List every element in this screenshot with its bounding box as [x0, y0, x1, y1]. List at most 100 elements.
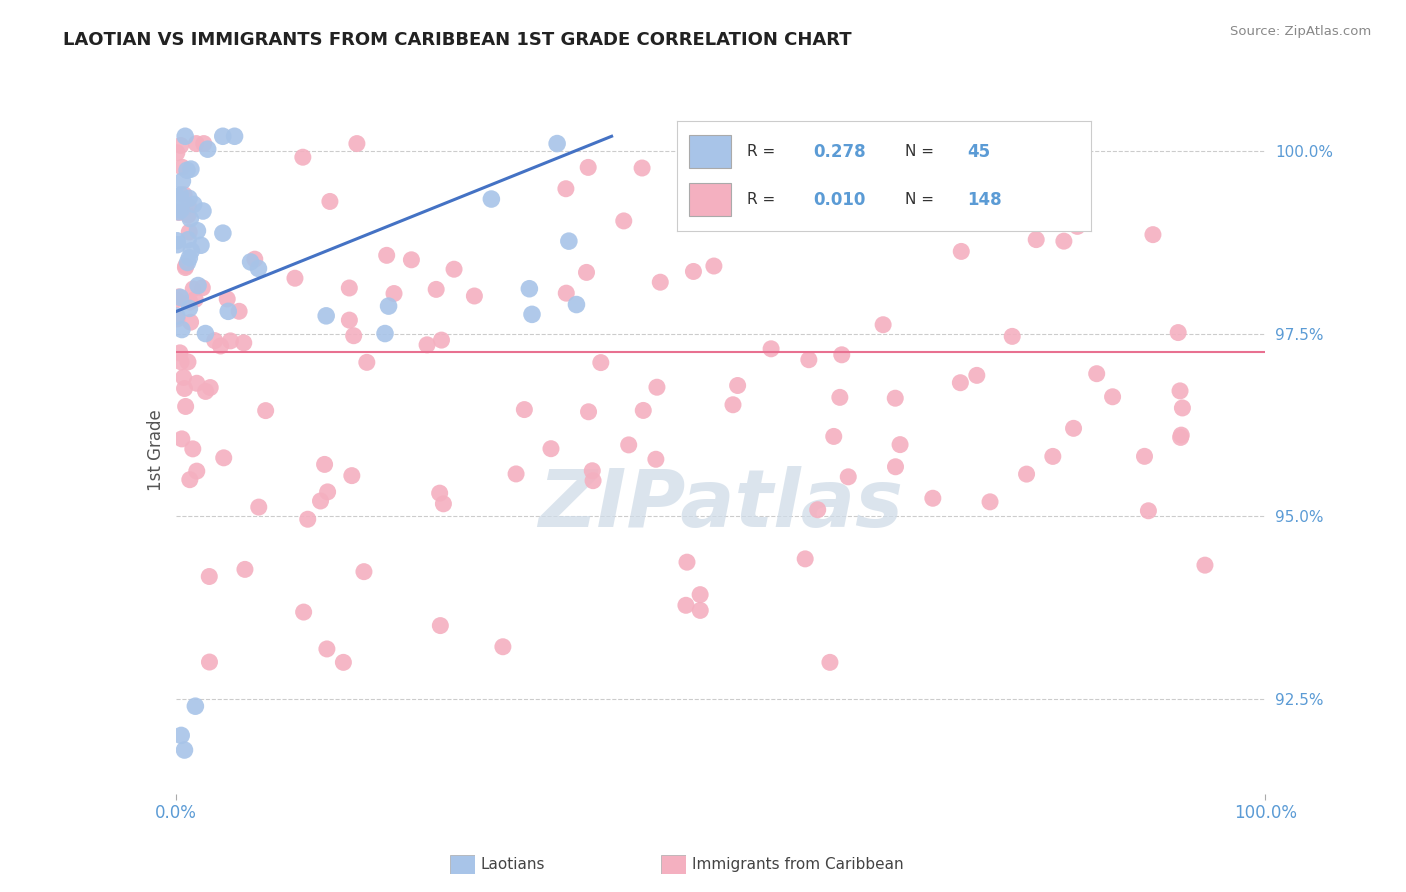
- Point: [179, 211, 201, 226]
- Point: [1194, 558, 1216, 573]
- Point: [169, 346, 191, 360]
- Point: [554, 182, 576, 196]
- Point: [191, 281, 214, 295]
- Point: [212, 450, 235, 465]
- Point: [254, 403, 277, 417]
- Point: [173, 187, 195, 202]
- Point: [319, 194, 342, 209]
- Point: [170, 432, 193, 446]
- Point: [581, 464, 603, 478]
- Point: [316, 484, 339, 499]
- Point: [346, 136, 368, 151]
- Y-axis label: 1st Grade: 1st Grade: [146, 409, 165, 491]
- Point: [356, 355, 378, 369]
- Point: [219, 334, 242, 348]
- Point: [1142, 227, 1164, 242]
- Text: Source: ZipAtlas.com: Source: ZipAtlas.com: [1230, 25, 1371, 38]
- Point: [377, 299, 399, 313]
- Point: [173, 743, 195, 757]
- Point: [169, 290, 191, 304]
- Text: Immigrants from Caribbean: Immigrants from Caribbean: [692, 857, 904, 871]
- Point: [645, 380, 668, 394]
- Point: [232, 335, 254, 350]
- Point: [314, 458, 336, 472]
- Point: [1015, 467, 1038, 482]
- Point: [993, 201, 1015, 215]
- Point: [977, 185, 1000, 199]
- Point: [166, 293, 188, 307]
- Point: [186, 224, 208, 238]
- Point: [631, 161, 654, 175]
- Point: [555, 286, 578, 301]
- Point: [821, 199, 844, 213]
- Point: [197, 142, 219, 156]
- Point: [166, 237, 188, 252]
- Point: [589, 356, 612, 370]
- Point: [217, 292, 239, 306]
- Point: [177, 233, 200, 247]
- Point: [186, 464, 208, 478]
- Point: [884, 391, 907, 405]
- Point: [170, 355, 193, 369]
- Point: [212, 226, 235, 240]
- Point: [1063, 421, 1085, 435]
- Point: [337, 281, 360, 295]
- Point: [425, 282, 447, 296]
- Point: [1033, 196, 1056, 211]
- Point: [179, 301, 201, 316]
- Point: [828, 390, 851, 404]
- Point: [430, 333, 453, 347]
- Point: [170, 322, 193, 336]
- Point: [176, 255, 198, 269]
- Point: [889, 437, 911, 451]
- Point: [582, 474, 605, 488]
- Point: [797, 352, 820, 367]
- Point: [187, 278, 209, 293]
- Point: [170, 728, 193, 742]
- Point: [340, 468, 363, 483]
- Point: [233, 562, 256, 576]
- Point: [172, 174, 194, 188]
- Point: [179, 251, 201, 265]
- Point: [755, 162, 778, 177]
- Point: [166, 234, 188, 248]
- Point: [291, 150, 314, 164]
- Point: [949, 376, 972, 390]
- Point: [546, 136, 568, 151]
- Point: [1066, 219, 1088, 234]
- Text: LAOTIAN VS IMMIGRANTS FROM CARIBBEAN 1ST GRADE CORRELATION CHART: LAOTIAN VS IMMIGRANTS FROM CARIBBEAN 1ST…: [63, 31, 852, 49]
- Point: [176, 163, 198, 178]
- Point: [167, 205, 190, 219]
- Point: [576, 161, 599, 175]
- Point: [1137, 504, 1160, 518]
- Point: [520, 307, 543, 321]
- Point: [297, 512, 319, 526]
- Point: [177, 355, 200, 369]
- Point: [1085, 367, 1108, 381]
- Point: [807, 502, 830, 516]
- Point: [194, 384, 217, 399]
- Point: [243, 252, 266, 267]
- Point: [540, 442, 562, 456]
- Point: [558, 234, 581, 248]
- Point: [565, 297, 588, 311]
- Point: [239, 255, 262, 269]
- Point: [979, 495, 1001, 509]
- Point: [759, 342, 782, 356]
- Point: [292, 605, 315, 619]
- Point: [184, 293, 207, 307]
- Point: [186, 136, 208, 151]
- Point: [432, 497, 454, 511]
- Point: [174, 400, 197, 414]
- Point: [416, 338, 439, 352]
- Point: [209, 339, 232, 353]
- Point: [492, 640, 515, 654]
- Point: [247, 261, 270, 276]
- Point: [831, 348, 853, 362]
- Point: [166, 309, 188, 323]
- Point: [1001, 329, 1024, 343]
- Point: [1053, 234, 1076, 248]
- Point: [922, 213, 945, 227]
- Point: [1025, 233, 1047, 247]
- Point: [170, 203, 193, 218]
